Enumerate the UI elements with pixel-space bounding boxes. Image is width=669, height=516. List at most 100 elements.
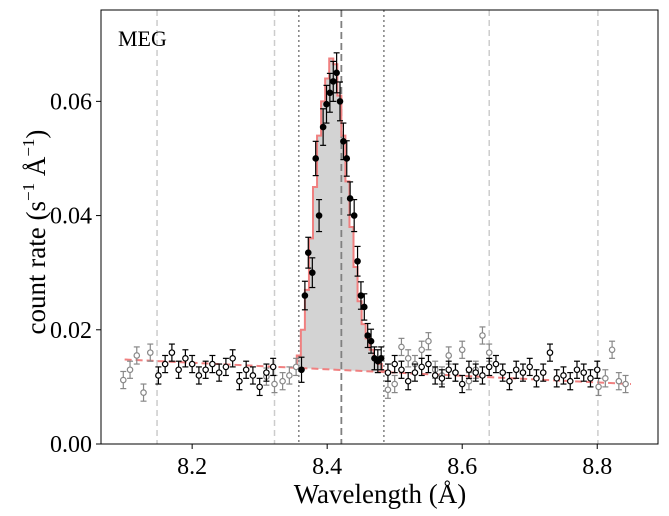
data-point xyxy=(573,366,581,374)
data-point xyxy=(271,380,278,388)
data-point xyxy=(161,360,169,368)
data-point xyxy=(202,366,209,374)
data-point xyxy=(519,369,527,376)
data-point xyxy=(580,369,588,376)
x-tick-label: 8.8 xyxy=(582,454,612,480)
y-title-mid: Å xyxy=(21,156,51,183)
y-title-pre: count rate (s xyxy=(21,201,51,334)
data-point xyxy=(168,349,176,356)
data-point xyxy=(445,352,453,359)
data-point xyxy=(566,377,574,385)
data-point xyxy=(146,349,154,356)
data-point xyxy=(361,303,368,311)
data-point xyxy=(326,89,334,97)
data-point xyxy=(602,375,609,382)
data-point xyxy=(506,377,513,385)
data-point xyxy=(479,332,486,339)
data-point xyxy=(615,377,623,385)
data-point xyxy=(249,372,257,379)
data-point xyxy=(312,155,319,162)
data-point xyxy=(336,98,344,105)
data-point xyxy=(329,78,337,85)
y-axis-title: count rate (s−1 Å−1) xyxy=(19,130,51,335)
data-point xyxy=(309,269,316,276)
data-point xyxy=(553,375,561,382)
data-point xyxy=(431,372,439,379)
y-tick-label: 0.06 xyxy=(50,89,92,115)
y-tick-label: 0.00 xyxy=(50,432,92,458)
data-point xyxy=(236,377,243,385)
data-point xyxy=(346,195,354,202)
data-point xyxy=(418,363,425,371)
data-point xyxy=(465,366,473,374)
data-point xyxy=(286,372,293,379)
data-point xyxy=(215,369,223,376)
data-point xyxy=(384,369,392,376)
data-point xyxy=(391,360,398,368)
data-point xyxy=(492,360,500,368)
plot-area xyxy=(119,10,632,444)
data-point xyxy=(593,366,601,374)
data-point xyxy=(472,369,480,376)
data-point xyxy=(465,377,473,385)
data-point xyxy=(126,366,134,374)
data-point xyxy=(458,346,466,354)
data-point xyxy=(279,377,286,385)
data-point xyxy=(119,376,127,384)
data-point xyxy=(263,369,270,376)
y-title-exp2: −1 xyxy=(19,139,38,157)
panel-label: MEG xyxy=(118,26,167,51)
data-point xyxy=(398,343,405,351)
data-point xyxy=(384,386,392,394)
data-point xyxy=(182,355,189,362)
x-tick-label: 8.2 xyxy=(177,454,207,480)
y-tick-label: 0.02 xyxy=(50,318,92,344)
data-point xyxy=(438,375,446,382)
data-point xyxy=(323,100,330,108)
x-axis-title: Wavelength (Å) xyxy=(294,479,467,509)
data-point xyxy=(398,366,405,374)
data-point xyxy=(175,366,182,374)
data-point xyxy=(333,69,340,77)
data-point xyxy=(622,380,629,388)
series-line xyxy=(298,52,385,383)
data-point xyxy=(526,363,534,371)
data-point xyxy=(229,355,236,362)
data-point xyxy=(411,369,419,376)
y-title-exp1: −1 xyxy=(19,183,38,201)
data-point xyxy=(377,355,385,362)
data-point xyxy=(404,377,412,385)
data-point xyxy=(485,363,493,371)
data-point xyxy=(445,366,453,374)
model-profile-line xyxy=(295,57,387,373)
line-profile-fill xyxy=(296,58,386,373)
data-point xyxy=(425,337,432,345)
data-point xyxy=(354,257,361,265)
data-point xyxy=(404,355,412,362)
y-title-post: ) xyxy=(21,130,51,139)
data-point xyxy=(485,349,493,356)
data-point xyxy=(188,360,196,368)
y-axis: 0.00 0.02 0.04 0.06 xyxy=(50,89,101,458)
data-point xyxy=(209,360,216,368)
data-point xyxy=(418,346,425,354)
data-point xyxy=(364,332,371,339)
data-point xyxy=(133,352,141,359)
data-point xyxy=(298,366,305,374)
x-axis: 8.2 8.4 8.6 8.8 xyxy=(177,444,612,480)
plot-frame xyxy=(100,9,659,445)
data-point xyxy=(367,337,375,345)
data-point xyxy=(458,380,466,388)
data-point xyxy=(539,369,547,376)
data-point xyxy=(269,363,277,371)
data-point xyxy=(512,366,520,374)
data-point xyxy=(242,366,250,374)
data-point xyxy=(533,375,540,382)
data-point xyxy=(479,372,486,379)
data-point xyxy=(343,155,351,162)
data-point xyxy=(425,360,432,368)
data-point xyxy=(301,292,309,299)
data-point xyxy=(350,212,358,219)
data-point xyxy=(256,383,263,391)
